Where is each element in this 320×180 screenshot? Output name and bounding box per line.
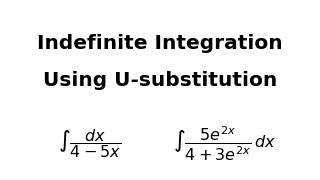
Text: Using U-substitution: Using U-substitution — [43, 71, 277, 91]
Text: Indefinite Integration: Indefinite Integration — [37, 34, 283, 53]
Text: $\int \dfrac{dx}{4 - 5x}$: $\int \dfrac{dx}{4 - 5x}$ — [58, 127, 121, 161]
Text: $\int \dfrac{5e^{2x}}{4 + 3e^{2x}}\,dx$: $\int \dfrac{5e^{2x}}{4 + 3e^{2x}}\,dx$ — [172, 125, 276, 163]
